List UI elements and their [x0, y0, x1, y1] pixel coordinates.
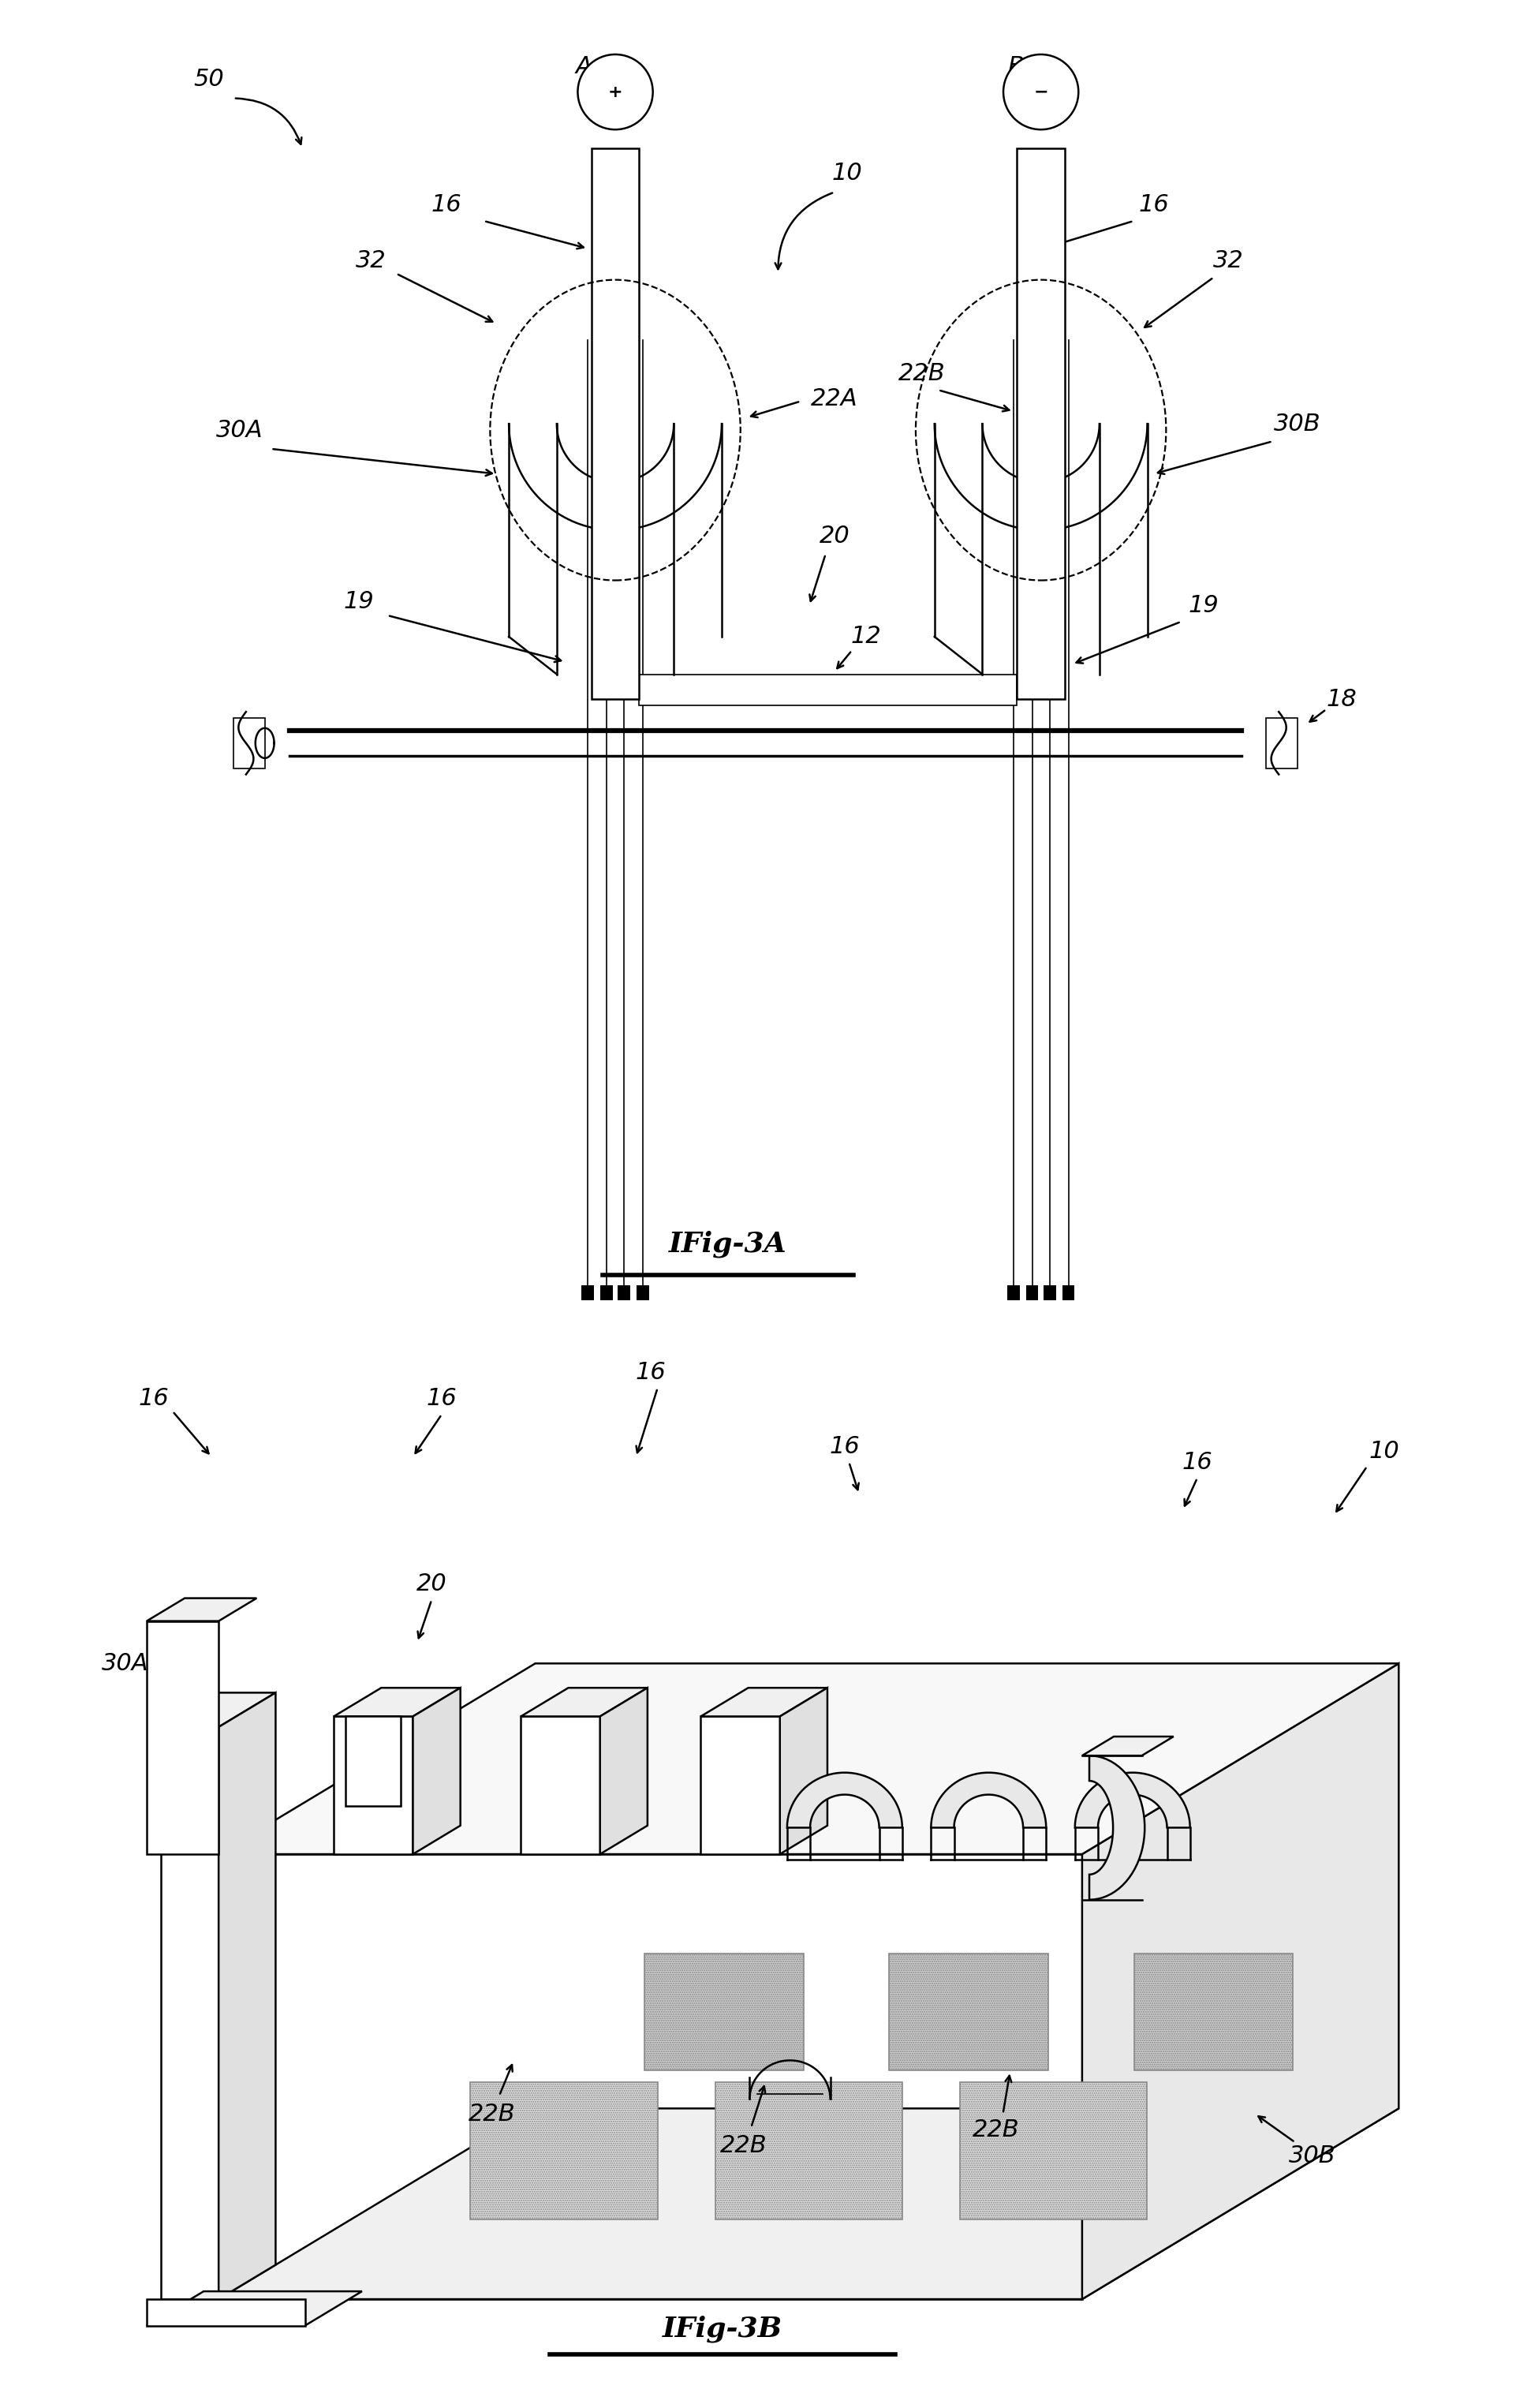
- Text: 22B: 22B: [972, 2119, 1020, 2141]
- Bar: [1017, 149, 1064, 698]
- Text: 10: 10: [1369, 1440, 1399, 1464]
- Bar: [346, 1717, 401, 1806]
- Circle shape: [577, 55, 652, 130]
- Bar: [1063, 1286, 1075, 1300]
- Polygon shape: [219, 1854, 1082, 2300]
- Text: 16: 16: [139, 1387, 168, 1411]
- Bar: [1026, 1286, 1038, 1300]
- Polygon shape: [600, 1688, 648, 1854]
- Bar: [1007, 1286, 1020, 1300]
- Text: 30B: 30B: [1274, 412, 1321, 436]
- Polygon shape: [147, 2300, 305, 2326]
- Text: 32: 32: [733, 1714, 764, 1739]
- Text: A: A: [576, 55, 592, 79]
- Text: 32: 32: [1214, 250, 1245, 272]
- Bar: [619, 1286, 631, 1300]
- Polygon shape: [701, 1717, 779, 1854]
- Text: −: −: [1033, 84, 1049, 99]
- FancyBboxPatch shape: [1266, 718, 1297, 768]
- Polygon shape: [219, 1693, 276, 2300]
- Polygon shape: [147, 2292, 361, 2326]
- Text: 10: 10: [831, 161, 862, 185]
- Bar: [591, 149, 638, 698]
- Text: IFig-3B: IFig-3B: [663, 2314, 782, 2343]
- Text: 16: 16: [427, 1387, 456, 1411]
- Text: 20: 20: [416, 1572, 447, 1597]
- Text: 20: 20: [819, 525, 850, 549]
- Polygon shape: [1082, 1736, 1173, 1755]
- Text: 16: 16: [830, 1435, 860, 1457]
- Bar: [470, 2083, 658, 2220]
- Bar: [960, 2083, 1147, 2220]
- Bar: [645, 1953, 804, 2071]
- Polygon shape: [147, 1621, 219, 1854]
- Polygon shape: [161, 1693, 276, 1727]
- Bar: [638, 674, 1017, 706]
- Bar: [1134, 1953, 1294, 2071]
- Polygon shape: [334, 1688, 461, 1717]
- Text: 19: 19: [343, 590, 374, 614]
- Text: 16: 16: [1182, 1450, 1213, 1474]
- Polygon shape: [1090, 1755, 1145, 1900]
- Text: 50: 50: [193, 67, 224, 92]
- Text: 30B: 30B: [1289, 2146, 1337, 2167]
- Bar: [582, 1286, 594, 1300]
- Bar: [1044, 1286, 1056, 1300]
- Text: 19: 19: [1188, 595, 1219, 616]
- Text: 32: 32: [355, 250, 386, 272]
- Text: IFig-3A: IFig-3A: [669, 1230, 787, 1257]
- Polygon shape: [787, 1772, 902, 1828]
- Polygon shape: [701, 1688, 827, 1717]
- Polygon shape: [413, 1688, 461, 1854]
- Text: 22B: 22B: [899, 361, 946, 385]
- Text: 16: 16: [1138, 193, 1168, 217]
- Bar: [600, 1286, 612, 1300]
- Polygon shape: [779, 1688, 827, 1854]
- Text: 16: 16: [635, 1361, 666, 1385]
- Bar: [890, 1953, 1049, 2071]
- Polygon shape: [161, 1727, 219, 2300]
- Text: 22B: 22B: [721, 2133, 767, 2158]
- Polygon shape: [1082, 1664, 1399, 2300]
- Circle shape: [1003, 55, 1078, 130]
- Text: +: +: [608, 84, 623, 99]
- FancyBboxPatch shape: [234, 718, 265, 768]
- Text: 22B: 22B: [468, 2102, 516, 2126]
- Polygon shape: [931, 1772, 1046, 1828]
- Text: B: B: [1007, 55, 1024, 79]
- Text: 18: 18: [1326, 689, 1356, 710]
- Bar: [715, 2083, 902, 2220]
- Polygon shape: [147, 1599, 257, 1621]
- Polygon shape: [1075, 1772, 1190, 1828]
- Text: 16: 16: [432, 193, 461, 217]
- Text: 22A: 22A: [811, 388, 857, 409]
- Text: 12: 12: [850, 626, 880, 648]
- Polygon shape: [521, 1717, 600, 1854]
- Polygon shape: [334, 1717, 413, 1854]
- Polygon shape: [219, 1664, 1399, 1854]
- Text: 30A: 30A: [216, 419, 263, 441]
- Text: 30A: 30A: [101, 1652, 149, 1676]
- Bar: [637, 1286, 649, 1300]
- Polygon shape: [219, 2109, 1399, 2300]
- Polygon shape: [521, 1688, 648, 1717]
